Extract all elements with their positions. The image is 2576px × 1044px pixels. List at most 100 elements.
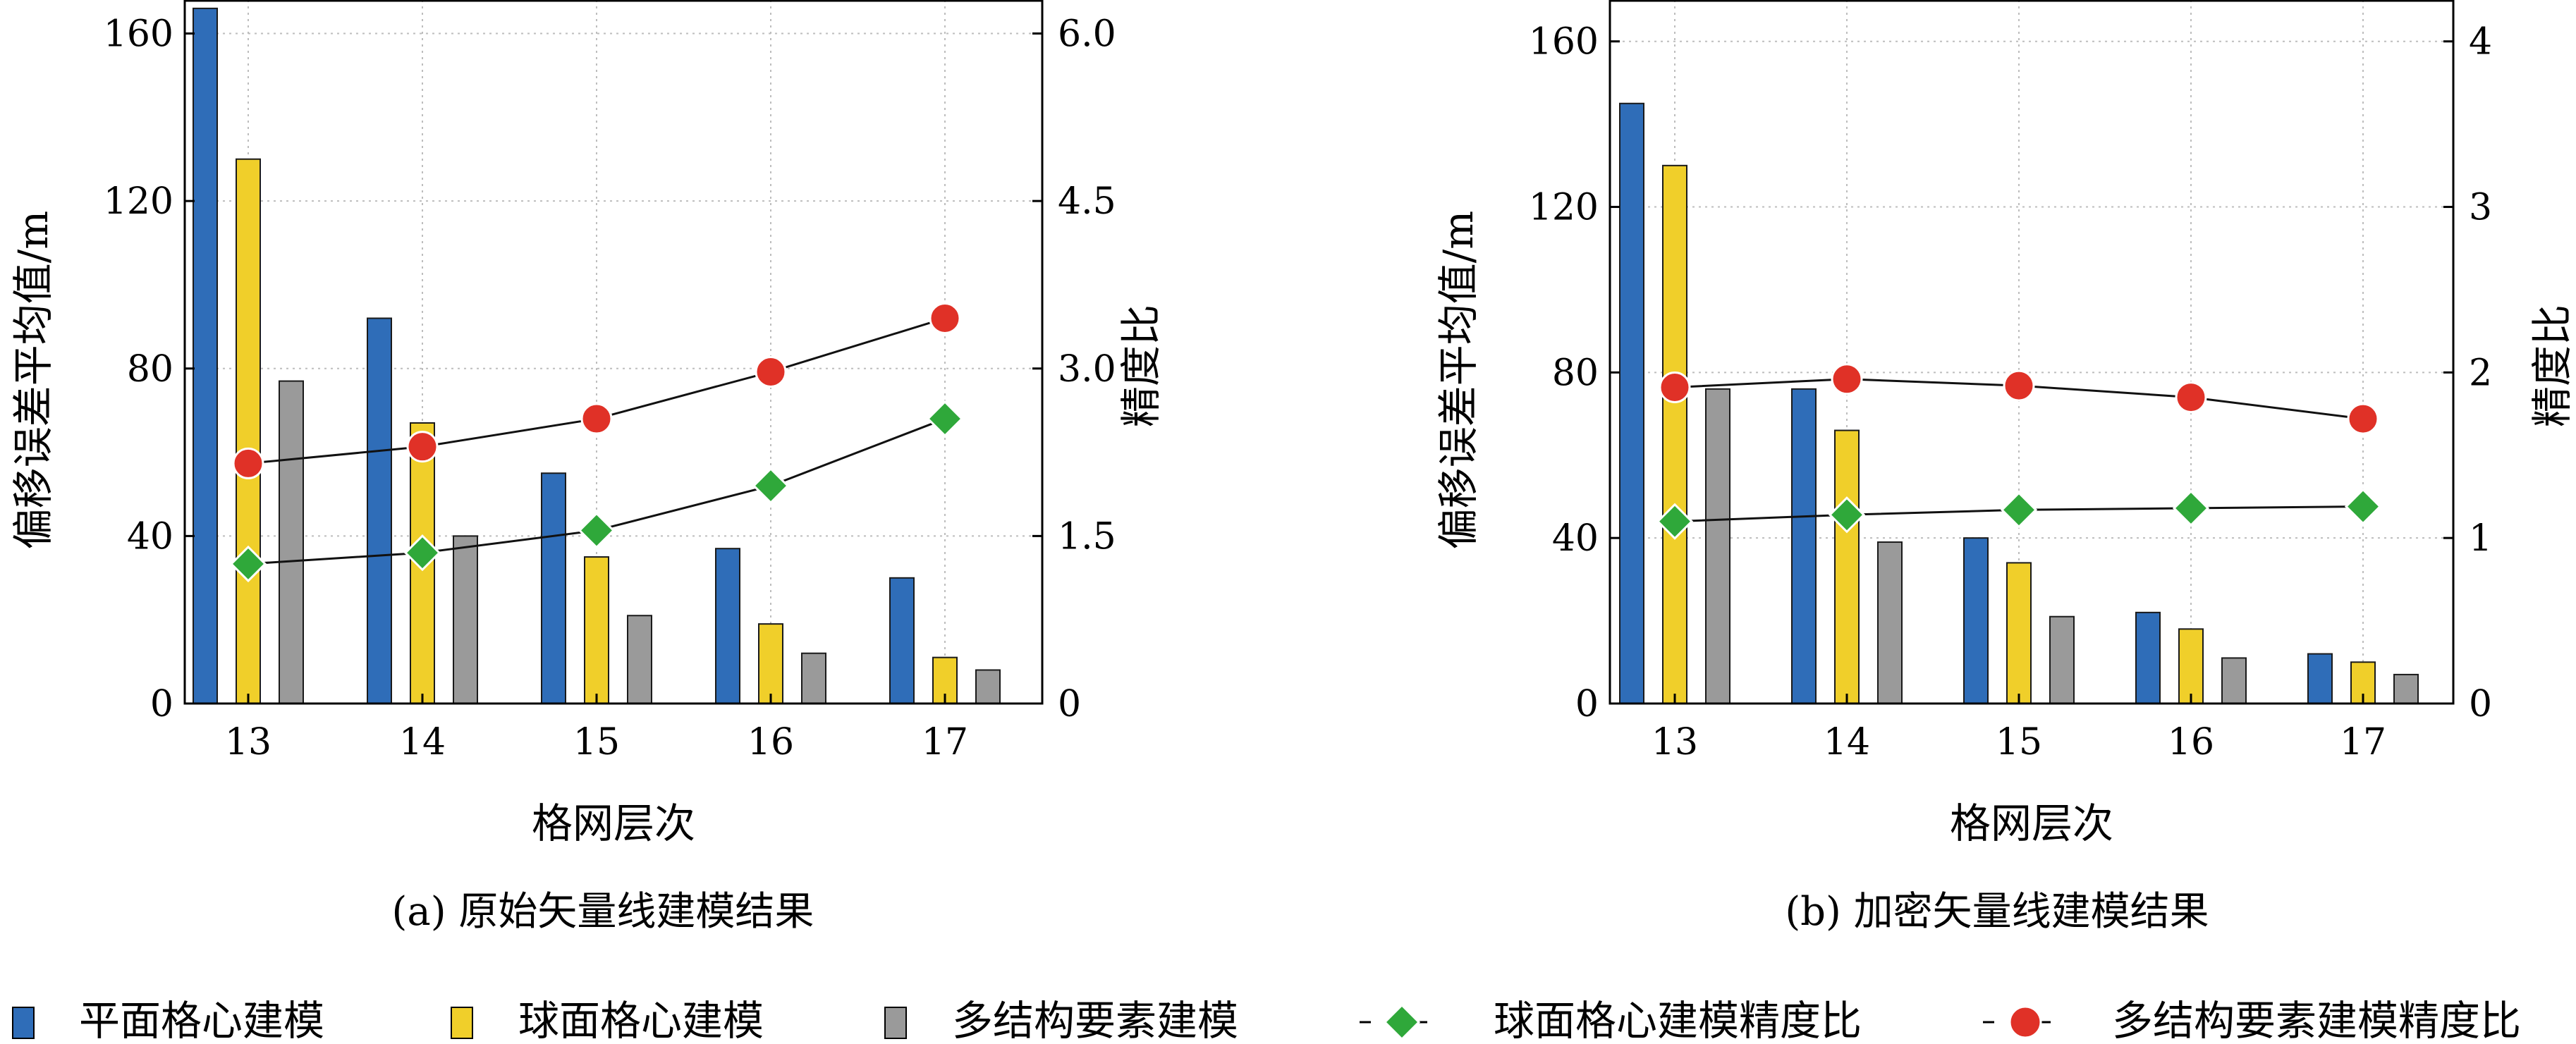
ratio-point-green — [578, 512, 616, 549]
x-tick-label: 16 — [747, 721, 794, 763]
bar-multi — [975, 669, 1001, 705]
caption-a: (a) 原始矢量线建模结果 — [392, 889, 814, 935]
ratio-line-red — [248, 317, 946, 465]
bar-planar — [1963, 537, 1989, 704]
x-tick-label: 14 — [399, 721, 446, 763]
x-tick-label: 15 — [1996, 721, 2042, 763]
legend-label-red-ratio: 多结构要素建模精度比 — [2112, 997, 2521, 1044]
ratio-point-green — [752, 467, 790, 505]
bar-planar — [715, 548, 740, 705]
chart-a: 0 40 80 120 160 0 1.5 3.0 4.5 6.0 13 14 15 16 17 格网层次 偏移… — [9, 0, 1165, 847]
bar-planar — [193, 7, 218, 704]
legend-marker-green-diamond — [1383, 1003, 1421, 1041]
legend-swatch-multi — [884, 1007, 907, 1039]
bar-multi — [801, 652, 826, 705]
x-tick-label: 13 — [1652, 721, 1698, 763]
bar-spherical — [1834, 429, 1860, 705]
ratio-point-green — [1656, 503, 1694, 540]
ratio-point-red — [2175, 381, 2207, 414]
legend-marker-red-circle — [2008, 1005, 2042, 1039]
y2-tick-label: 3 — [2469, 187, 2492, 229]
legend-item-multi: 多结构要素建模 — [884, 997, 1238, 1044]
y-tick-label: 160 — [104, 13, 173, 56]
ratio-point-red — [755, 356, 787, 388]
ratio-point-green — [2000, 491, 2038, 529]
x-tick-label: 14 — [1824, 721, 1870, 763]
y2-tick-label: 6.0 — [1058, 13, 1116, 56]
ratio-point-green — [403, 534, 441, 572]
x-tick-label: 16 — [2168, 721, 2214, 763]
ratio-point-red — [929, 302, 961, 334]
legend-label-green-ratio: 球面格心建模精度比 — [1494, 997, 1862, 1044]
ratio-point-red — [1659, 371, 1691, 403]
chart-b: 0 40 80 120 160 0 1 2 3 4 13 14 15 16 17 格网层次 偏移误差平均值/m 精… — [1434, 0, 2576, 847]
legend-label-spherical: 球面格心建模 — [518, 997, 764, 1044]
bar-spherical — [758, 623, 783, 705]
y-tick-label: 120 — [104, 180, 173, 223]
bar-planar — [367, 317, 392, 704]
bar-spherical — [584, 556, 609, 704]
y-axis-title: 偏移误差平均值/m — [1434, 211, 1482, 550]
legend-swatch-spherical — [451, 1007, 473, 1039]
y-tick-label: 0 — [150, 683, 173, 725]
y-tick-label: 80 — [1552, 352, 1599, 394]
legend-item-green-ratio: 球面格心建模精度比 — [1360, 997, 1862, 1044]
ratio-point-red — [1831, 363, 1863, 395]
x-tick-label: 17 — [2340, 721, 2386, 763]
legend-swatch-planar — [12, 1007, 35, 1039]
y2-axis-title: 精度比 — [1117, 305, 1165, 427]
bar-planar — [1619, 102, 1644, 704]
bar-spherical — [236, 158, 261, 704]
y-tick-label: 80 — [127, 348, 173, 391]
y-tick-label: 160 — [1529, 21, 1599, 63]
y2-tick-label: 0 — [2469, 683, 2492, 725]
bar-planar — [889, 577, 915, 704]
y2-tick-label: 3.0 — [1058, 348, 1116, 391]
ratio-point-green — [1828, 496, 1866, 534]
bar-spherical — [1662, 164, 1687, 704]
y-tick-label: 40 — [127, 515, 173, 558]
y-axis-title: 偏移误差平均值/m — [9, 211, 57, 550]
ratio-point-red — [2003, 369, 2035, 402]
bar-planar — [1791, 388, 1817, 704]
ratio-point-red — [406, 431, 439, 463]
ratio-point-red — [2347, 403, 2379, 435]
y2-tick-label: 0 — [1058, 683, 1081, 725]
y2-tick-label: 1.5 — [1058, 515, 1116, 558]
y-tick-label: 40 — [1552, 517, 1599, 560]
ratio-point-green — [229, 545, 267, 583]
y-tick-label: 120 — [1529, 187, 1599, 229]
ratio-point-green — [926, 400, 964, 438]
ratio-point-green — [2172, 489, 2210, 527]
x-tick-label: 17 — [922, 721, 968, 763]
bar-spherical — [2178, 628, 2204, 704]
bar-planar — [541, 472, 566, 704]
legend-item-spherical: 球面格心建模 — [451, 997, 764, 1044]
bar-spherical — [2006, 562, 2032, 705]
plot-frame — [183, 0, 1044, 705]
y-tick-label: 0 — [1575, 683, 1599, 725]
x-tick-label: 13 — [225, 721, 271, 763]
legend-item-red-ratio: 多结构要素建模精度比 — [1983, 997, 2521, 1044]
bar-planar — [2307, 653, 2333, 704]
bar-planar — [2135, 611, 2161, 704]
bar-multi — [2393, 673, 2419, 704]
y2-tick-label: 4 — [2469, 21, 2492, 63]
ratio-point-red — [580, 403, 613, 435]
bar-multi — [1877, 541, 1903, 704]
y2-axis-title: 精度比 — [2528, 305, 2576, 427]
y2-tick-label: 1 — [2469, 517, 2492, 560]
y2-tick-label: 2 — [2469, 352, 2492, 394]
bar-multi — [2049, 615, 2075, 705]
bar-multi — [2221, 657, 2247, 704]
legend-label-multi: 多结构要素建模 — [952, 997, 1238, 1044]
x-axis-title: 格网层次 — [532, 799, 695, 847]
plot-frame — [1609, 0, 2455, 705]
bar-multi — [627, 615, 652, 704]
x-tick-label: 15 — [573, 721, 620, 763]
legend: 平面格心建模 球面格心建模 多结构要素建模 球面格心建模精度比 多结构要素建模精… — [12, 997, 2521, 1044]
ratio-point-green — [2344, 488, 2382, 525]
bar-multi — [453, 535, 478, 705]
caption-b: (b) 加密矢量线建模结果 — [1785, 889, 2209, 935]
